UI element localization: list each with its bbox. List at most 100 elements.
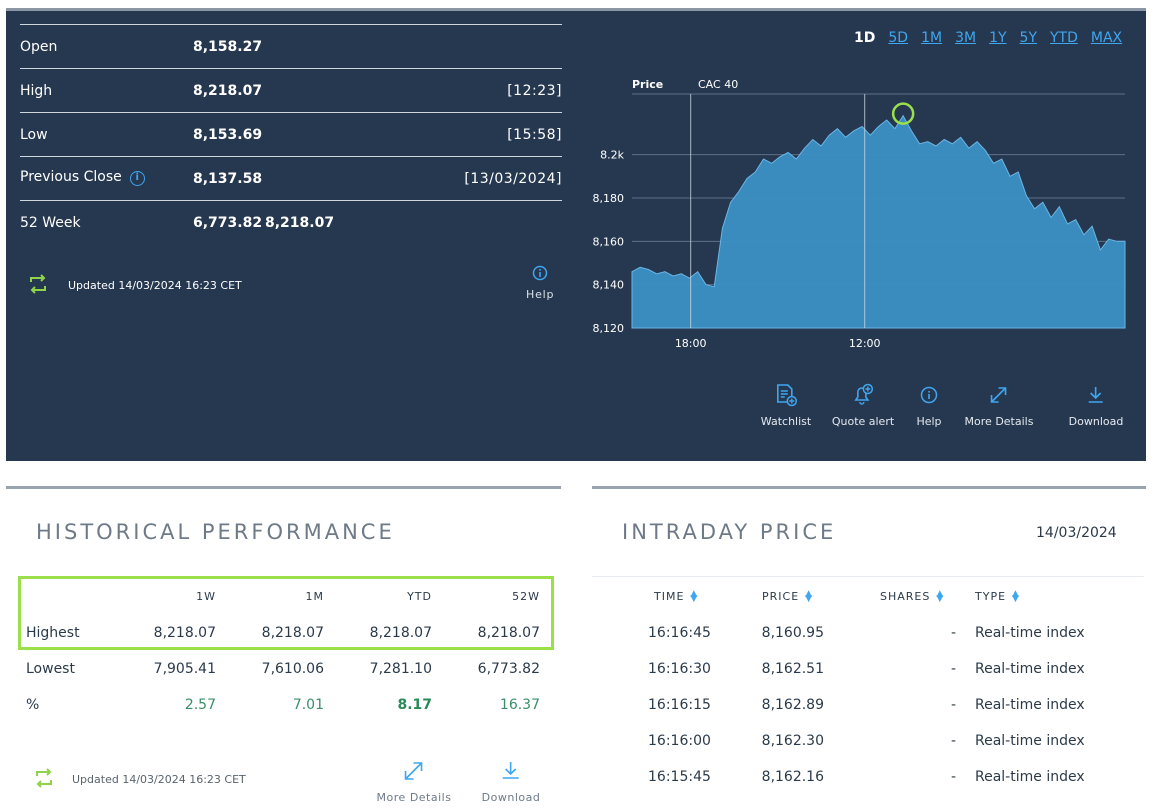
y-tick-label: 8,120	[593, 322, 625, 335]
info-icon	[526, 265, 554, 284]
help-label: Help	[526, 288, 555, 301]
expand-icon	[965, 382, 1034, 411]
stat-label: Low	[20, 127, 48, 143]
table-cell: 8,218.07	[261, 625, 324, 641]
shares-cell: -	[950, 661, 956, 677]
table-cell: 16.37	[499, 697, 540, 713]
watchlist-button[interactable]: Watchlist	[761, 382, 811, 428]
y-tick-label: 8.2k	[600, 149, 624, 162]
type-cell: Real-time index	[975, 733, 1085, 749]
stat-low: Low 8,153.69 [15:58]	[20, 112, 562, 156]
range-1d[interactable]: 1D	[854, 30, 876, 46]
header-label: TIME	[654, 590, 685, 603]
watchlist-label: Watchlist	[760, 415, 812, 428]
row-label: Highest	[26, 625, 80, 641]
shares-cell: -	[950, 697, 956, 713]
table-header: TIME ▲ ▼ PRICE ▲ ▼ SHARES ▲ ▼ TYPE ▲ ▼	[592, 576, 1144, 614]
column-header: YTD	[407, 590, 432, 603]
y-tick-label: 8,140	[593, 279, 625, 292]
y-tick-label: 8,160	[593, 235, 625, 248]
table-cell: 7,281.10	[369, 661, 432, 677]
refresh-icon[interactable]	[32, 768, 56, 791]
stat-label: Open	[20, 39, 58, 55]
type-cell: Real-time index	[975, 769, 1085, 785]
high-marker	[891, 102, 915, 125]
stat-date: [13/03/2024]	[464, 171, 562, 187]
help-tool-button[interactable]: Help	[916, 382, 942, 428]
help-button[interactable]: Help	[526, 265, 554, 301]
table-row: 16:16:30 8,162.51 - Real-time index	[592, 650, 1144, 686]
range-selector: 1D 5D 1M 3M 1Y 5Y YTD MAX	[854, 30, 1122, 46]
historical-table: 1W 1M YTD 52W Highest 8,218.07 8,218.07 …	[18, 576, 554, 722]
price-label: Price	[632, 78, 663, 91]
sort-price-header[interactable]: PRICE ▲ ▼	[762, 589, 844, 604]
sort-icon: ▲ ▼	[936, 589, 945, 604]
header-label: SHARES	[880, 590, 931, 603]
quote-alert-button[interactable]: Quote alert	[832, 382, 894, 428]
more-details-button[interactable]: More Details	[965, 382, 1034, 428]
download-button[interactable]: Download	[1068, 382, 1124, 428]
info-icon[interactable]: i	[129, 171, 145, 186]
table-top-border	[592, 576, 1144, 577]
table-cell: 8,218.07	[369, 625, 432, 641]
table-header: 1W 1M YTD 52W	[18, 576, 554, 614]
table-cell: 7.01	[292, 697, 324, 713]
shares-cell: -	[950, 769, 956, 785]
watchlist-icon	[761, 382, 811, 411]
range-1y[interactable]: 1Y	[989, 30, 1007, 46]
highlight-box	[18, 576, 554, 650]
stat-time: [12:23]	[507, 83, 562, 99]
sort-type-header[interactable]: TYPE ▲ ▼	[975, 589, 1020, 604]
time-cell: 16:15:45	[648, 769, 711, 785]
more-details-button[interactable]: More Details	[377, 760, 452, 804]
stat-label: Previous Close	[20, 169, 122, 185]
price-area	[631, 114, 1126, 329]
x-tick-label: 18:00	[675, 337, 707, 350]
time-cell: 16:16:00	[648, 733, 711, 749]
price-cell: 8,162.30	[761, 733, 824, 749]
range-max[interactable]: MAX	[1090, 30, 1123, 46]
price-chart[interactable]: 8.2k 8,180 8,160 8,140 8,120 18:00 12:00 Price C…	[580, 64, 1140, 364]
table-row: 16:16:45 8,160.95 - Real-time index	[592, 614, 1144, 650]
table-cell: 8.17	[397, 697, 432, 713]
updated-text: Updated 14/03/2024 16:23 CET	[68, 279, 242, 292]
download-button[interactable]: Download	[482, 760, 541, 804]
range-ytd[interactable]: YTD	[1050, 30, 1078, 46]
download-icon	[482, 760, 541, 785]
x-tick-label: 12:00	[849, 337, 881, 350]
shares-cell: -	[950, 733, 956, 749]
stat-previous-close: Previous Close i 8,137.58 [13/03/2024]	[20, 156, 562, 200]
more-details-label: More Details	[376, 791, 452, 804]
table-row: Lowest 7,905.41 7,610.06 7,281.10 6,773.…	[18, 650, 554, 686]
range-3m[interactable]: 3M	[955, 30, 977, 46]
sort-icon: ▲ ▼	[1012, 589, 1020, 604]
table-cell: 8,218.07	[153, 625, 216, 641]
range-5y[interactable]: 5Y	[1019, 30, 1037, 46]
download-label: Download	[1068, 415, 1124, 428]
historical-title: HISTORICAL PERFORMANCE	[36, 520, 395, 544]
sort-shares-header[interactable]: SHARES ▲ ▼	[880, 589, 964, 604]
series-label: CAC 40	[698, 78, 738, 91]
type-cell: Real-time index	[975, 661, 1085, 677]
time-cell: 16:16:30	[648, 661, 711, 677]
range-5d[interactable]: 5D	[888, 30, 909, 46]
table-row: % 2.57 7.01 8.17 16.37	[18, 686, 554, 722]
updated-status: Updated 14/03/2024 16:23 CET	[32, 768, 246, 791]
y-tick-label: 8,180	[593, 192, 625, 205]
stat-label: 52 Week	[20, 215, 81, 231]
sort-time-header[interactable]: TIME ▲ ▼	[654, 590, 698, 604]
range-1m[interactable]: 1M	[921, 30, 943, 46]
sort-icon: ▲ ▼	[805, 589, 814, 604]
table-row: 16:15:45 8,162.16 - Real-time index	[592, 758, 1144, 794]
help-tool-label: Help	[916, 415, 942, 428]
intraday-title: INTRADAY PRICE	[622, 520, 837, 544]
stat-value: 8,137.58	[193, 171, 263, 187]
intraday-date: 14/03/2024	[1036, 525, 1117, 541]
download-label: Download	[481, 791, 541, 804]
stat-high: High 8,218.07 [12:23]	[20, 68, 562, 112]
updated-status: Updated 14/03/2024 16:23 CET	[26, 274, 242, 297]
price-cell: 8,162.16	[761, 769, 824, 785]
table-cell: 7,610.06	[261, 661, 324, 677]
refresh-icon[interactable]	[26, 274, 50, 297]
download-icon	[1069, 382, 1124, 411]
